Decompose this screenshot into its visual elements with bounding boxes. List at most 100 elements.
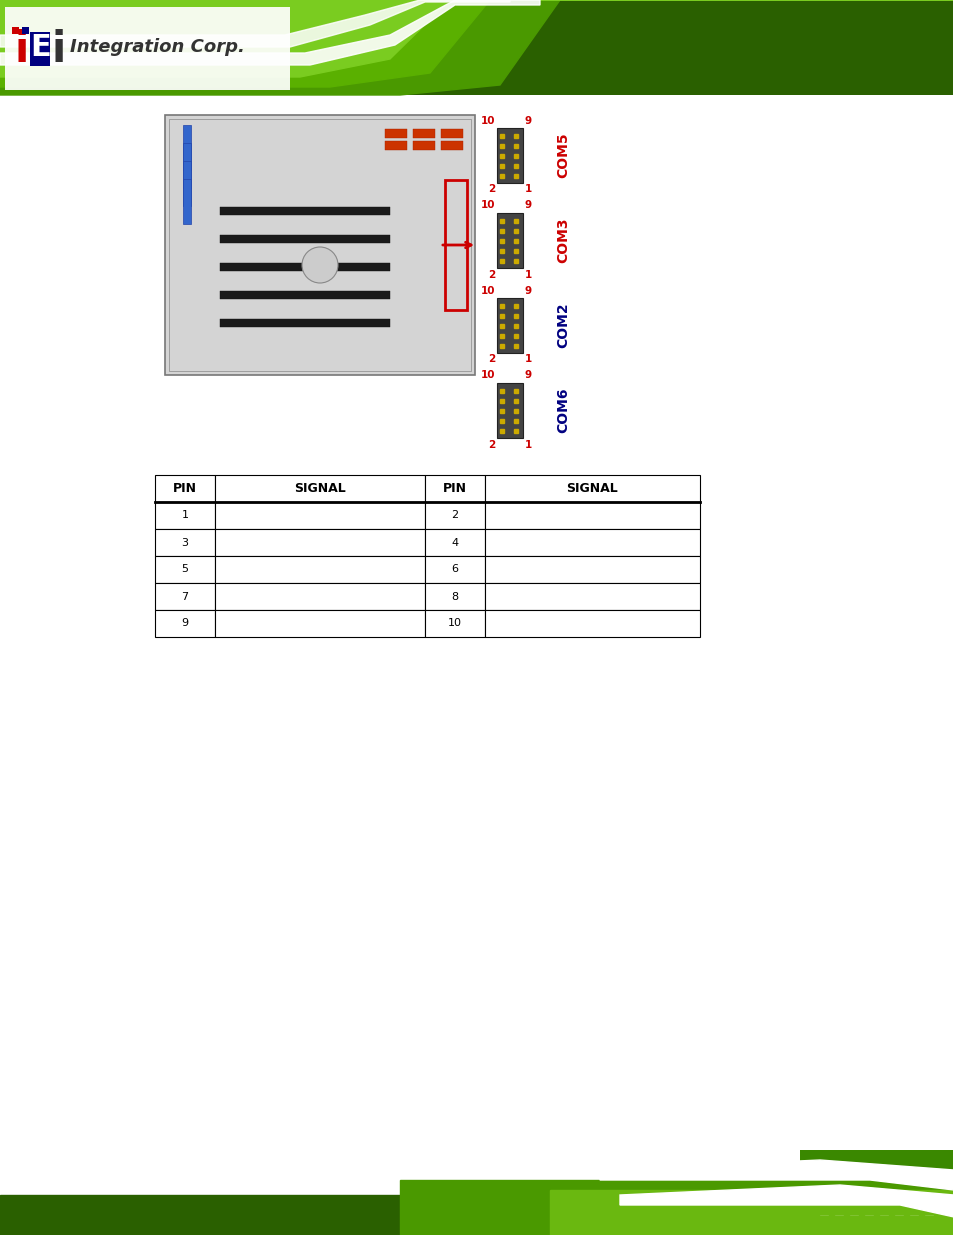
Bar: [385, 141, 407, 149]
Polygon shape: [0, 0, 539, 65]
Bar: [424, 583, 484, 610]
Bar: [497, 298, 522, 352]
Bar: [12, 26, 19, 33]
Polygon shape: [0, 1195, 953, 1235]
Bar: [440, 128, 462, 138]
Text: 10: 10: [448, 619, 461, 629]
Bar: [214, 583, 424, 610]
Bar: [484, 610, 700, 637]
Bar: [154, 583, 214, 610]
Text: 9: 9: [524, 200, 532, 210]
Text: 9: 9: [181, 619, 189, 629]
Text: 2: 2: [487, 440, 495, 450]
Polygon shape: [0, 0, 953, 77]
Text: PIN: PIN: [172, 482, 196, 495]
Bar: [413, 141, 435, 149]
Polygon shape: [599, 1160, 953, 1191]
Bar: [220, 291, 390, 299]
Circle shape: [302, 247, 337, 283]
Bar: [165, 115, 475, 375]
Polygon shape: [0, 0, 953, 95]
Bar: [214, 501, 424, 529]
Polygon shape: [619, 1186, 953, 1216]
Text: 4: 4: [451, 537, 458, 547]
Polygon shape: [0, 0, 953, 86]
Bar: [220, 263, 390, 270]
Text: COM3: COM3: [556, 217, 569, 263]
Polygon shape: [0, 0, 510, 47]
Bar: [30, 32, 50, 65]
Bar: [484, 475, 700, 501]
Polygon shape: [550, 1191, 953, 1235]
Text: 1: 1: [524, 354, 532, 364]
Bar: [424, 501, 484, 529]
Bar: [154, 475, 214, 501]
Text: i: i: [14, 28, 29, 70]
Bar: [497, 127, 522, 183]
Text: E: E: [30, 33, 51, 62]
Bar: [484, 556, 700, 583]
Text: 5: 5: [181, 564, 189, 574]
Bar: [154, 501, 214, 529]
Bar: [424, 610, 484, 637]
Bar: [484, 501, 700, 529]
Text: SIGNAL: SIGNAL: [294, 482, 346, 495]
Text: 8: 8: [451, 592, 458, 601]
Text: Integration Corp.: Integration Corp.: [70, 38, 245, 57]
Bar: [484, 529, 700, 556]
Text: i: i: [52, 28, 66, 70]
Bar: [214, 529, 424, 556]
Bar: [484, 583, 700, 610]
Bar: [154, 556, 214, 583]
Bar: [424, 475, 484, 501]
Text: 10: 10: [480, 116, 495, 126]
Text: 2: 2: [487, 269, 495, 279]
Bar: [424, 556, 484, 583]
Text: 3: 3: [181, 537, 189, 547]
Bar: [183, 161, 191, 206]
Bar: [183, 143, 191, 188]
Bar: [214, 475, 424, 501]
Text: 7: 7: [181, 592, 189, 601]
Text: PIN: PIN: [442, 482, 467, 495]
Bar: [440, 141, 462, 149]
Bar: [220, 235, 390, 243]
Bar: [214, 610, 424, 637]
Text: 1: 1: [524, 440, 532, 450]
Bar: [154, 610, 214, 637]
Text: 10: 10: [480, 370, 495, 380]
Bar: [385, 128, 407, 138]
Text: COM5: COM5: [556, 132, 569, 178]
Bar: [497, 383, 522, 437]
Bar: [220, 207, 390, 215]
Text: 2: 2: [451, 510, 458, 520]
Bar: [183, 179, 191, 224]
Bar: [183, 125, 191, 170]
Bar: [444, 180, 467, 310]
Text: 2: 2: [487, 184, 495, 194]
Text: 1: 1: [524, 184, 532, 194]
Text: 10: 10: [480, 200, 495, 210]
Text: 9: 9: [524, 285, 532, 295]
Bar: [214, 556, 424, 583]
Text: 1: 1: [181, 510, 189, 520]
Bar: [220, 319, 390, 327]
Bar: [424, 529, 484, 556]
Text: 6: 6: [451, 564, 458, 574]
Bar: [169, 119, 471, 370]
Bar: [22, 26, 29, 33]
Text: 9: 9: [524, 116, 532, 126]
Bar: [5, 7, 290, 90]
Bar: [800, 1150, 953, 1235]
Bar: [154, 529, 214, 556]
Text: COM2: COM2: [556, 303, 569, 348]
Text: COM6: COM6: [556, 388, 569, 432]
Text: 9: 9: [524, 370, 532, 380]
Bar: [413, 128, 435, 138]
Polygon shape: [399, 1179, 953, 1235]
Bar: [0, 0, 953, 95]
Text: 1: 1: [524, 269, 532, 279]
Text: 2: 2: [487, 354, 495, 364]
Bar: [497, 212, 522, 268]
Text: SIGNAL: SIGNAL: [566, 482, 618, 495]
